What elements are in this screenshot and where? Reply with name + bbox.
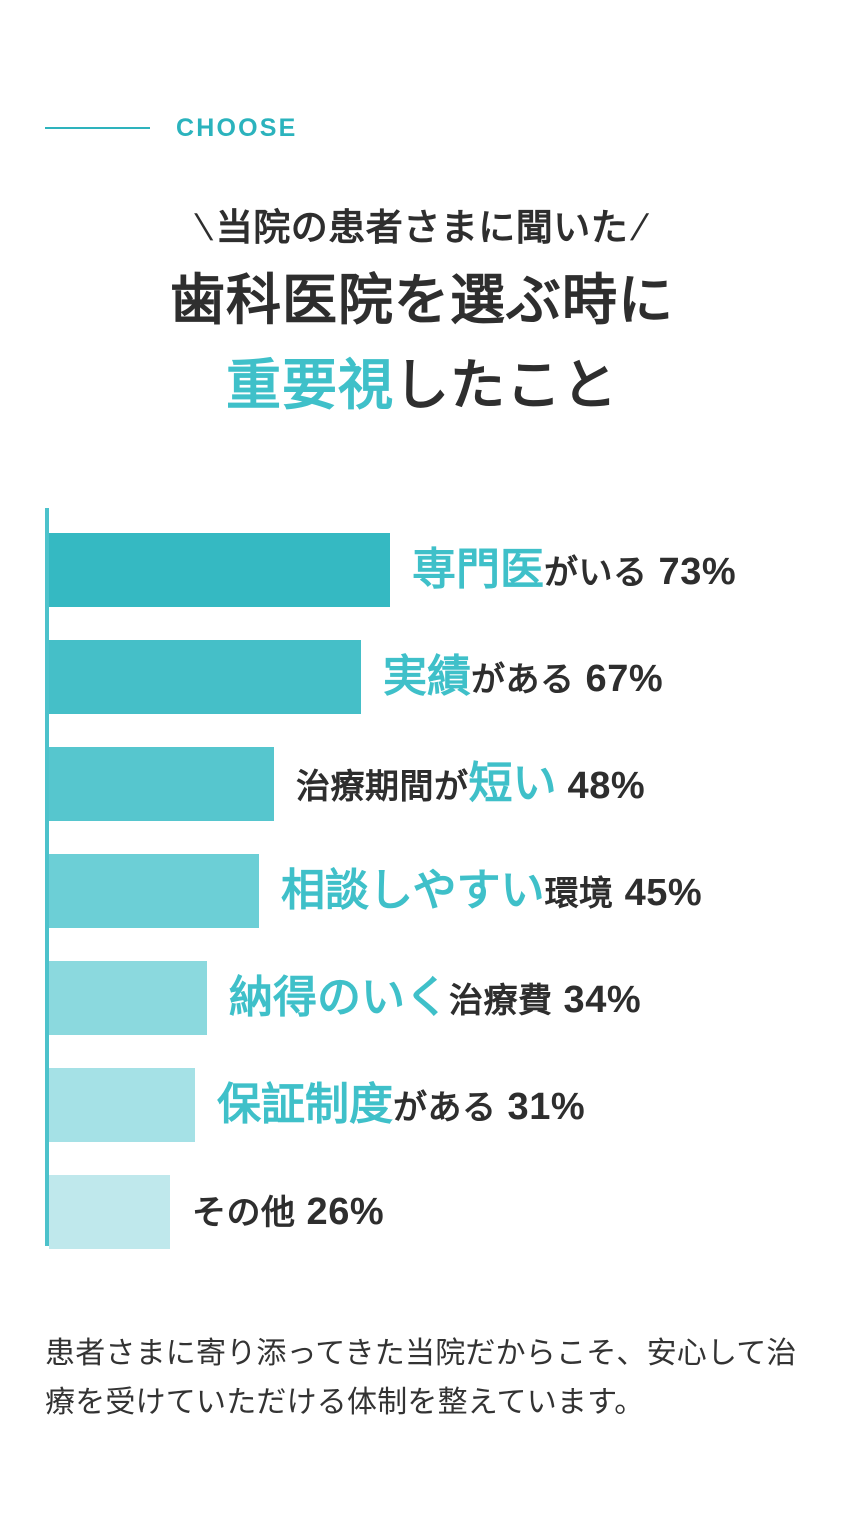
bar-fill <box>49 854 259 928</box>
bar-label-prefix: その他 <box>192 1194 296 1232</box>
heading-line-1: 歯科医院を選ぶ時に <box>169 269 674 332</box>
bar-row: 実績がある 67% <box>49 640 663 714</box>
chart-axis-line <box>45 508 49 1246</box>
bar-fill <box>49 1068 195 1142</box>
bar-value: 26% <box>295 1191 385 1233</box>
heading-kicker-text: 当院の患者さまに聞いた <box>215 207 629 248</box>
bar-label-highlight: 短い <box>468 759 557 808</box>
bar-label-highlight: 実績 <box>383 652 471 701</box>
bar-label-rest: 治療費 <box>449 982 553 1020</box>
bar-label-highlight: 相談しやすい <box>281 866 545 915</box>
heading-accent-text: 重要視 <box>225 353 394 416</box>
eyebrow-rule-icon <box>45 127 150 129</box>
bar-value: 45% <box>613 872 703 914</box>
bar-label: 治療期間が短い 48% <box>296 762 645 806</box>
bar-row: その他 26% <box>49 1175 384 1249</box>
heading-block: \当院の患者さまに聞いた/ 歯科医院を選ぶ時に 重要視したこと <box>0 205 844 420</box>
bar-value: 48% <box>556 765 646 807</box>
bar-label: 相談しやすい環境 45% <box>281 869 702 913</box>
bar-label: 納得のいく治療費 34% <box>229 976 641 1020</box>
eyebrow-label: CHOOSE <box>176 113 298 142</box>
bar-row: 保証制度がある 31% <box>49 1068 585 1142</box>
bar-label-rest: がある <box>471 661 575 699</box>
bar-label-highlight: 納得のいく <box>229 973 449 1022</box>
bar-label-rest: 環境 <box>544 875 614 913</box>
section-eyebrow: CHOOSE <box>45 108 298 148</box>
bar-row: 専門医がいる 73% <box>49 533 736 607</box>
bar-value: 34% <box>552 979 642 1021</box>
heading-line-2: 重要視したこと <box>0 350 844 420</box>
bar-value: 31% <box>496 1086 586 1128</box>
heading-line-2-rest: したこと <box>394 353 619 416</box>
bar-fill <box>49 1175 170 1249</box>
bar-label: 保証制度がある 31% <box>217 1083 585 1127</box>
bar-label: その他 26% <box>192 1193 384 1231</box>
bar-fill <box>49 533 390 607</box>
bar-value: 73% <box>647 551 737 593</box>
bar-fill <box>49 747 274 821</box>
bar-label: 専門医がいる 73% <box>412 548 736 592</box>
bar-row: 相談しやすい環境 45% <box>49 854 702 928</box>
bar-value: 67% <box>574 658 664 700</box>
bar-label-rest: がいる <box>544 554 648 592</box>
bar-row: 納得のいく治療費 34% <box>49 961 641 1035</box>
bar-fill <box>49 640 361 714</box>
bar-row: 治療期間が短い 48% <box>49 747 645 821</box>
bar-label: 実績がある 67% <box>383 655 663 699</box>
bar-label-highlight: 保証制度 <box>217 1080 393 1129</box>
section-footnote: 患者さまに寄り添ってきた当院だからこそ、安心して治療を受けていただける体制を整え… <box>45 1337 797 1419</box>
heading-kicker: \当院の患者さまに聞いた/ <box>0 205 844 251</box>
bar-fill <box>49 961 207 1035</box>
bar-label-prefix: 治療期間が <box>296 768 469 806</box>
bar-label-rest: がある <box>393 1089 497 1127</box>
bar-label-highlight: 専門医 <box>412 545 544 594</box>
survey-bar-chart: 専門医がいる 73% 実績がある 67% 治療期間が短い 48% 相談しやすい環境 4… <box>0 505 844 1250</box>
